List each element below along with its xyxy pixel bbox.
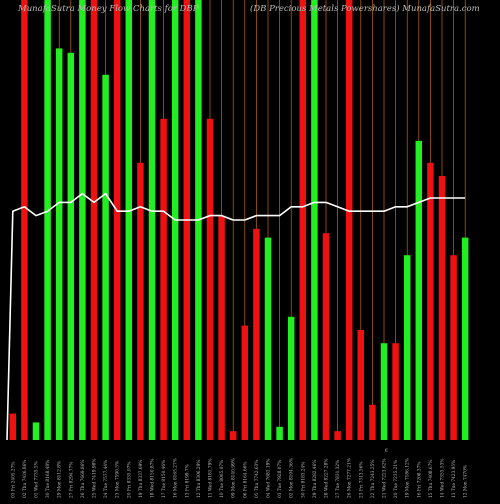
bar <box>345 0 353 440</box>
x-tick-label: 27 Tue 7831.32% <box>336 460 341 498</box>
x-tick-label: 29 Mon 8112.8% <box>58 461 63 498</box>
x-tick-label: 24 Tue 7577.44% <box>104 460 109 498</box>
x-tick-label: 12 Mon 7470% <box>464 465 469 498</box>
bar <box>380 343 388 440</box>
x-tick-label: 22 Thu 7243.25% <box>371 460 376 498</box>
bar <box>113 0 121 440</box>
x-tick-label: 10 Tue 8065.07% <box>220 460 225 498</box>
bar <box>79 0 86 440</box>
x-tick-label: 01 Wed 7735.5% <box>35 461 40 498</box>
bar <box>427 162 434 441</box>
bar <box>450 255 457 440</box>
bar <box>55 48 63 441</box>
bar <box>32 422 40 440</box>
bar <box>137 162 144 441</box>
x-tick-label: 13 Tue 7423.95% <box>452 460 457 498</box>
x-tick-label: 15 Thu 7408.67% <box>429 460 434 498</box>
x-tick-label: 09 Mon 8140.99% <box>232 458 237 498</box>
x-tick-label: 20 Tue 7235.21% <box>394 460 399 498</box>
bar <box>102 74 109 441</box>
x-tick-label: 04 Wed 7681.19% <box>267 459 272 498</box>
bar <box>287 316 295 440</box>
bar <box>148 0 156 440</box>
x-tick-label: 11 Wed 8181.79% <box>209 459 214 498</box>
x-tick-label: 13 Fri 8199.7% <box>185 464 190 498</box>
x-tick-label: 19 Mon 7186.12% <box>406 458 411 498</box>
bar <box>241 325 249 440</box>
x-tick-label: 12 Thu 8306.29% <box>197 460 202 498</box>
bar <box>229 431 237 440</box>
bar <box>392 343 399 440</box>
x-tick-label: 30 Fri 8183.24% <box>301 462 306 498</box>
flow-line-layer <box>6 192 466 441</box>
bar <box>276 426 283 440</box>
money-flow-line <box>6 192 466 441</box>
x-tick-label: 26 Thu 7669.86% <box>81 460 86 498</box>
x-tick-label: 02 Thu 7426.86% <box>23 460 28 498</box>
x-tick-label: 06 Fri 8164.66% <box>243 462 248 498</box>
x-tick-labels: 03 Fri 2405.27% 02 Thu 7426.86% 01 Wed 773… <box>11 458 468 498</box>
x-tick-label: 16 Mon 8165.27% <box>174 458 179 498</box>
x-tick-label: 28 Wed 8227.28% <box>325 459 330 498</box>
x-tick-label: 23 Mon 7590.5% <box>116 461 121 498</box>
bar <box>369 404 376 440</box>
bar <box>334 431 341 440</box>
x-tick-label: 26 Mon 7277.21% <box>348 458 353 498</box>
bar <box>299 0 307 440</box>
x-tick-label: 23 Fri 7313.56% <box>359 462 364 498</box>
x-tick-label: 19 Thu 8337.69% <box>139 460 144 498</box>
chart-subtitle: (DB Precious Metals Powershares) MunafaS… <box>250 3 480 14</box>
x-tick-label: 25 Wed 7419.98% <box>93 459 98 498</box>
x-tick-label: 03 Fri 2405.27% <box>11 462 16 498</box>
bar <box>125 0 133 440</box>
bar <box>21 0 28 440</box>
bar <box>438 176 446 440</box>
bar <box>415 140 423 441</box>
x-tick-label: 05 Thu 7742.63% <box>255 460 260 498</box>
bar <box>67 52 75 441</box>
x-tick-label: 27 Fri 8294.77% <box>69 462 74 498</box>
bar <box>264 237 272 440</box>
mid-marker-label: € <box>384 448 388 454</box>
x-tick-label: 18 Wed 8150.87% <box>151 459 156 498</box>
bar <box>403 255 411 440</box>
bar <box>357 330 365 440</box>
x-tick-label: 21 Wed 7223.62% <box>383 459 388 498</box>
bar <box>461 237 469 440</box>
bar <box>311 0 318 440</box>
x-tick-label: 02 Mon 8104.36% <box>290 458 295 498</box>
bar <box>253 228 260 440</box>
bar <box>90 0 98 440</box>
bar <box>9 413 17 440</box>
bar <box>160 118 167 441</box>
bar <box>44 0 51 440</box>
x-tick-label: 16 Fri 7208.37% <box>417 462 422 498</box>
x-tick-label: 30 Tue 8168.48% <box>46 460 51 498</box>
x-tick-label: 03 Tue 7928.07% <box>278 460 283 498</box>
x-tick-label: 29 Thu 8282.46% <box>313 460 318 498</box>
x-tick-label: 14 Wed 7355.53% <box>441 459 446 498</box>
x-tick-label: 20 Fri 8335.07% <box>127 462 132 498</box>
bar <box>206 118 214 441</box>
bar <box>322 233 330 440</box>
chart-title: MunafaSutra Money Flow Charts for DBP <box>17 4 199 14</box>
bar <box>218 215 225 440</box>
x-tick-label: 17 Tue 8150.46% <box>162 460 167 498</box>
